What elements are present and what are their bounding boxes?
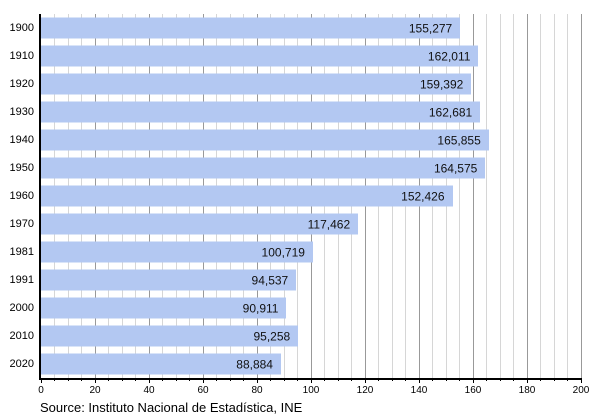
year-label: 1950: [9, 162, 34, 174]
source-caption: Source: Instituto Nacional de Estadístic…: [40, 400, 303, 415]
population-bar: 152,426: [41, 185, 453, 207]
x-major-tick: [418, 378, 420, 383]
year-label: 1900: [9, 22, 34, 34]
bar-row: 1930 162,681: [10, 98, 581, 126]
bar-value-label: 94,537: [251, 273, 289, 287]
population-bar: 90,911: [41, 297, 287, 319]
x-tick-label: 60: [197, 385, 209, 396]
bar-value-label: 155,277: [408, 21, 453, 35]
x-tick-label: 120: [356, 385, 374, 396]
x-major-tick: [472, 378, 474, 383]
population-bar: 164,575: [41, 157, 486, 179]
population-bar: 95,258: [41, 325, 299, 347]
major-gridline: [580, 14, 582, 378]
bar-value-label: 100,719: [261, 245, 305, 259]
x-major-tick: [310, 378, 312, 383]
x-axis: 0 20 40 60 80 100 120 140 160 180 200: [38, 378, 589, 400]
x-tick-label: 160: [464, 385, 482, 396]
x-tick-label: 180: [518, 385, 536, 396]
population-bar: 88,884: [41, 353, 281, 375]
x-axis-line: [39, 378, 581, 380]
year-label: 2000: [9, 302, 34, 314]
year-label: 1981: [9, 246, 34, 258]
y-axis-line: [39, 14, 41, 378]
x-major-tick: [202, 378, 204, 383]
year-label: 2010: [9, 330, 34, 342]
population-bar: 159,392: [41, 73, 472, 95]
population-bar: 162,681: [41, 101, 481, 123]
bar-row: 1910 162,011: [10, 42, 581, 70]
bar-value-label: 117,462: [307, 217, 351, 231]
bar-value-label: 165,855: [437, 133, 481, 147]
x-major-tick: [526, 378, 528, 383]
major-gridline: [526, 14, 528, 378]
minor-gridline: [459, 14, 460, 378]
population-bar: 94,537: [41, 269, 297, 291]
minor-gridline: [540, 14, 541, 378]
x-major-tick: [580, 378, 582, 383]
year-label: 2020: [9, 358, 34, 370]
x-tick-label: 200: [572, 385, 590, 396]
major-gridline: [472, 14, 474, 378]
minor-gridline: [499, 14, 501, 378]
population-bar: 117,462: [41, 213, 359, 235]
bar-value-label: 162,011: [427, 49, 471, 63]
x-tick-label: 100: [302, 385, 320, 396]
bar-row: 1960 152,426: [10, 182, 581, 210]
bar-row: 1900 155,277: [10, 14, 581, 42]
bar-value-label: 159,392: [419, 77, 464, 91]
bar-value-label: 88,884: [236, 357, 273, 371]
population-bar: 100,719: [41, 241, 313, 263]
x-tick-label: 140: [410, 385, 428, 396]
bar-value-label: 95,258: [253, 329, 291, 343]
year-label: 1920: [9, 78, 34, 90]
year-label: 1910: [9, 50, 34, 62]
population-bar: 155,277: [41, 17, 461, 39]
x-tick-label: 0: [38, 385, 44, 396]
year-label: 1930: [9, 106, 34, 118]
minor-gridline: [513, 14, 514, 378]
year-label: 1970: [9, 218, 34, 230]
bar-row: 1981 100,719: [10, 238, 581, 266]
bar-value-label: 162,681: [428, 105, 473, 119]
bar-value-label: 164,575: [433, 161, 478, 175]
bar-row: 2000 90,911: [10, 294, 581, 322]
x-tick-label: 80: [251, 385, 263, 396]
bar-rows: 1900 155,277 1910 162,011 1920 159,392 1930 162…: [10, 14, 581, 378]
x-major-tick: [41, 378, 42, 383]
x-major-tick: [364, 378, 366, 383]
year-label: 1991: [9, 274, 34, 286]
bar-row: 1940 165,855: [10, 126, 581, 154]
plot-area: 1900 155,277 1910 162,011 1920 159,392 1930 162…: [10, 14, 582, 380]
bar-row: 2010 95,258: [10, 322, 581, 350]
x-major-tick: [94, 378, 96, 383]
population-bar: 162,011: [41, 45, 479, 67]
minor-gridline: [567, 14, 568, 378]
year-label: 1940: [9, 134, 34, 146]
minor-gridline: [486, 14, 487, 378]
year-label: 1960: [9, 190, 34, 202]
x-tick-label: 40: [143, 385, 155, 396]
bar-row: 1920 159,392: [10, 70, 581, 98]
bar-row: 2020 88,884: [10, 350, 581, 378]
minor-gridline: [553, 14, 555, 378]
bar-row: 1950 164,575: [10, 154, 581, 182]
bar-row: 1970 117,462: [10, 210, 581, 238]
bar-row: 1991 94,537: [10, 266, 581, 294]
x-tick-label: 20: [89, 385, 101, 396]
population-bar: 165,855: [41, 129, 489, 151]
x-major-tick: [148, 378, 150, 383]
bar-value-label: 90,911: [242, 301, 279, 315]
bar-value-label: 152,426: [401, 189, 445, 203]
x-major-tick: [256, 378, 258, 383]
